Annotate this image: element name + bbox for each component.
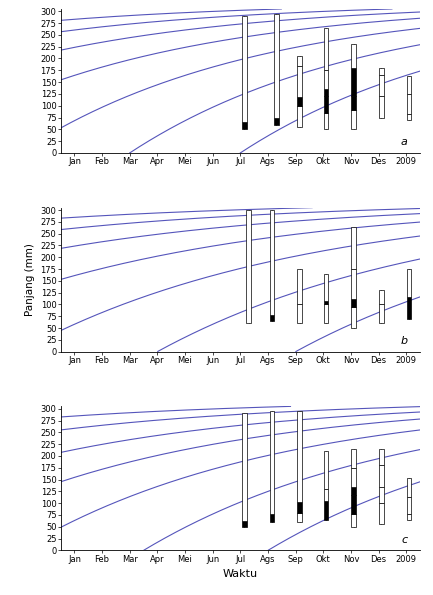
Bar [351, 96, 356, 111]
X-axis label: Waktu: Waktu [223, 569, 258, 579]
Bar [407, 513, 411, 519]
Bar [379, 290, 384, 305]
Bar [351, 299, 356, 307]
Bar [351, 494, 356, 513]
Bar [274, 118, 278, 124]
Text: a: a [401, 137, 407, 147]
Bar [323, 28, 328, 70]
Y-axis label: Panjang (mm): Panjang (mm) [25, 243, 35, 316]
Text: b: b [400, 336, 407, 346]
Bar [379, 68, 384, 75]
Bar [351, 468, 356, 487]
Bar [323, 489, 328, 501]
Bar [351, 111, 356, 129]
Bar [351, 45, 356, 68]
Bar [379, 465, 384, 487]
Bar [270, 315, 275, 321]
Bar [407, 478, 411, 497]
Bar [323, 501, 328, 519]
Bar [297, 269, 302, 305]
Bar [351, 307, 356, 328]
Bar [297, 56, 302, 65]
Bar [323, 305, 328, 323]
Bar [297, 97, 302, 106]
Bar [351, 487, 356, 494]
Bar [351, 269, 356, 299]
Bar [323, 89, 328, 96]
Bar [351, 227, 356, 269]
Bar [270, 411, 275, 513]
Bar [242, 16, 247, 122]
Bar [407, 114, 411, 120]
Bar [270, 513, 275, 522]
Bar [242, 521, 247, 527]
Bar [242, 414, 247, 521]
Bar [379, 503, 384, 524]
Bar [379, 449, 384, 465]
Bar [351, 449, 356, 468]
Bar [351, 68, 356, 96]
Bar [323, 113, 328, 129]
Bar [323, 451, 328, 489]
Bar [297, 513, 302, 522]
Text: c: c [401, 535, 407, 544]
Bar [323, 96, 328, 113]
Bar [407, 298, 411, 318]
Bar [246, 210, 251, 323]
Bar [270, 210, 275, 315]
Bar [297, 411, 302, 502]
Bar [351, 513, 356, 527]
Bar [242, 122, 247, 129]
Bar [407, 269, 411, 298]
Bar [297, 502, 302, 513]
Bar [297, 65, 302, 97]
Bar [323, 274, 328, 300]
Bar [297, 305, 302, 323]
Bar [407, 497, 411, 513]
Bar [407, 94, 411, 114]
Bar [379, 487, 384, 503]
Bar [407, 76, 411, 94]
Bar [379, 305, 384, 323]
Bar [379, 96, 384, 118]
Bar [274, 14, 278, 118]
Bar [323, 70, 328, 89]
Bar [297, 106, 302, 127]
Bar [379, 75, 384, 96]
Bar [323, 300, 328, 305]
